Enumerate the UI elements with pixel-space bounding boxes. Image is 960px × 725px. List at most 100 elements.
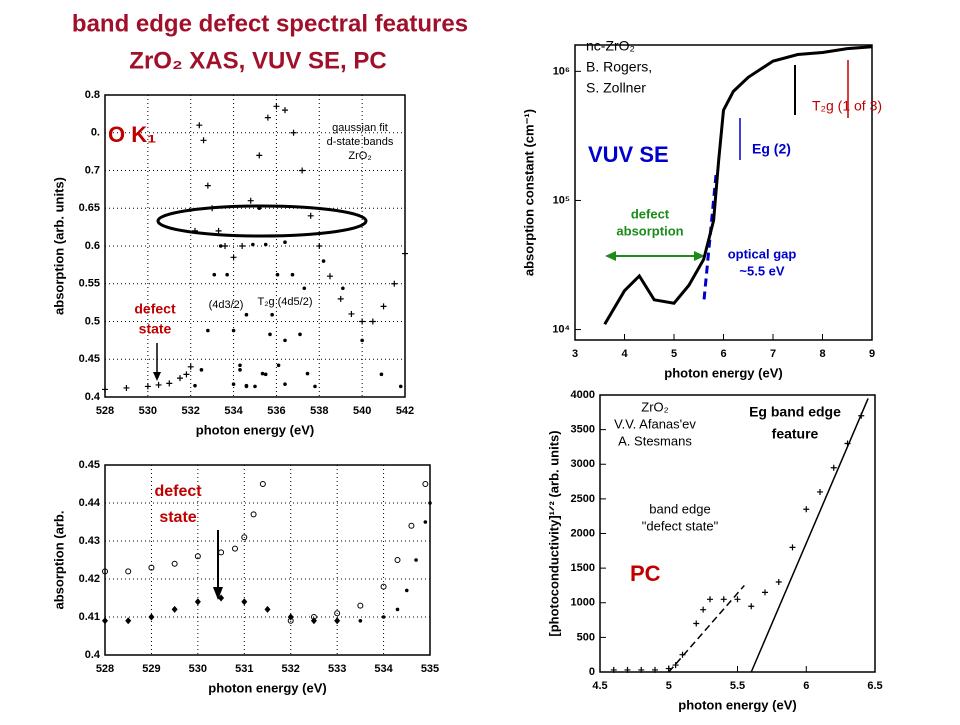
data-point [187, 363, 194, 370]
y-tick-label: 4000 [571, 389, 595, 401]
data-point [102, 617, 108, 625]
annotation: Eg (2) [752, 141, 791, 157]
data-point [253, 384, 257, 389]
x-tick-label: 3 [572, 348, 578, 360]
data-point [734, 596, 741, 603]
annotation: ZrO₂ [348, 150, 371, 162]
annotation: T₂g (4d5/2) [257, 296, 312, 308]
data-point [166, 380, 173, 387]
data-point [102, 568, 108, 575]
y-tick-label: 0.5 [85, 315, 100, 327]
y-tick-label: 0.55 [79, 278, 100, 290]
y-tick-label: 10⁵ [553, 194, 570, 206]
data-point [192, 227, 198, 234]
x-tick-label: 531 [235, 663, 253, 675]
data-point [321, 259, 326, 263]
data-point [238, 368, 242, 372]
data-point [263, 372, 268, 377]
data-point [707, 596, 713, 603]
y-axis-label: absorption (arb. units) [51, 177, 66, 315]
y-tick-label: 3000 [571, 458, 595, 470]
x-tick-label: 536 [267, 405, 285, 417]
data-point [264, 114, 271, 121]
annotation: ZrO₂ [641, 399, 668, 414]
x-tick-label: 8 [819, 348, 825, 360]
data-point [270, 312, 274, 317]
data-point [247, 197, 254, 204]
arrow-head [213, 587, 223, 600]
data-point [177, 375, 183, 382]
data-point [218, 244, 223, 248]
annotation: optical gap [728, 246, 797, 261]
arrow-head [153, 372, 161, 381]
data-point [652, 666, 658, 673]
y-tick-label: 10⁴ [552, 323, 570, 335]
annotation: "defect state" [642, 518, 719, 533]
data-point [748, 603, 755, 610]
data-point [231, 328, 236, 333]
x-tick-label: 542 [396, 405, 414, 417]
data-point [250, 511, 257, 518]
data-point [313, 384, 317, 389]
y-tick-label: 0 [589, 666, 595, 678]
data-point [624, 666, 631, 673]
data-point [299, 167, 306, 174]
data-point [257, 206, 262, 211]
data-point [402, 250, 408, 257]
annotation: absorption [616, 223, 683, 238]
y-tick-label: 10⁶ [553, 65, 570, 77]
data-point [720, 596, 727, 603]
x-tick-label: 6 [803, 680, 809, 692]
chart: 0.4 0.45 0.5 0.55 0.6 0.65 0.7 0. 0.8 528 530 532 53… [51, 89, 414, 438]
annotation: nc-ZrO₂ [586, 38, 635, 54]
data-point [276, 363, 281, 368]
data-point [369, 318, 376, 325]
data-point [305, 371, 310, 376]
annotation: O K₁ [108, 122, 156, 147]
data-point [125, 617, 132, 625]
data-point [638, 666, 645, 673]
data-point [310, 614, 317, 620]
data-point [422, 481, 429, 487]
y-tick-label: 0.43 [79, 535, 100, 547]
slide-title: band edge defect spectral features [72, 10, 468, 37]
y-axis-label: absorption (arb. [51, 511, 66, 610]
data-point [144, 383, 151, 390]
x-tick-label: 529 [142, 663, 160, 675]
annotation: S. Zollner [586, 80, 646, 96]
data-point [360, 338, 364, 343]
chart: 10⁴ 10⁵ 10⁶ 3 4 5 6 7 8 9 photon energy (eV) absorp… [521, 38, 882, 381]
data-point [394, 557, 401, 563]
x-tick-label: 4.5 [592, 680, 607, 692]
data-point [359, 318, 366, 325]
data-point [775, 578, 782, 585]
annotation: feature [772, 426, 819, 442]
x-axis-label: photon energy (eV) [208, 680, 326, 695]
annotation: ~5.5 eV [739, 263, 785, 278]
data-point [380, 303, 387, 310]
data-point [404, 588, 409, 593]
data-point [251, 242, 255, 247]
chart: 0.4 0.41 0.42 0.43 0.44 0.45 528 529 530 531 532 53… [51, 459, 439, 696]
annotation: gaussian fit [332, 122, 388, 134]
data-point [379, 372, 384, 377]
annotation: (4d3/2) [209, 299, 244, 311]
data-point [125, 568, 132, 575]
y-tick-label: 0.41 [79, 611, 100, 623]
data-point [789, 544, 796, 551]
annotation: VUV SE [588, 142, 669, 167]
data-point [610, 666, 617, 673]
data-point [341, 286, 345, 291]
data-point [693, 620, 700, 627]
annotation: band edge [649, 501, 710, 516]
x-tick-label: 7 [770, 348, 776, 360]
data-point [244, 312, 249, 317]
y-tick-label: 0.7 [85, 164, 100, 176]
data-point [817, 488, 823, 495]
annotation: d-state bands [327, 136, 394, 148]
data-point [239, 243, 246, 249]
data-point [218, 594, 225, 602]
data-point [307, 212, 314, 219]
series-line [750, 398, 869, 673]
